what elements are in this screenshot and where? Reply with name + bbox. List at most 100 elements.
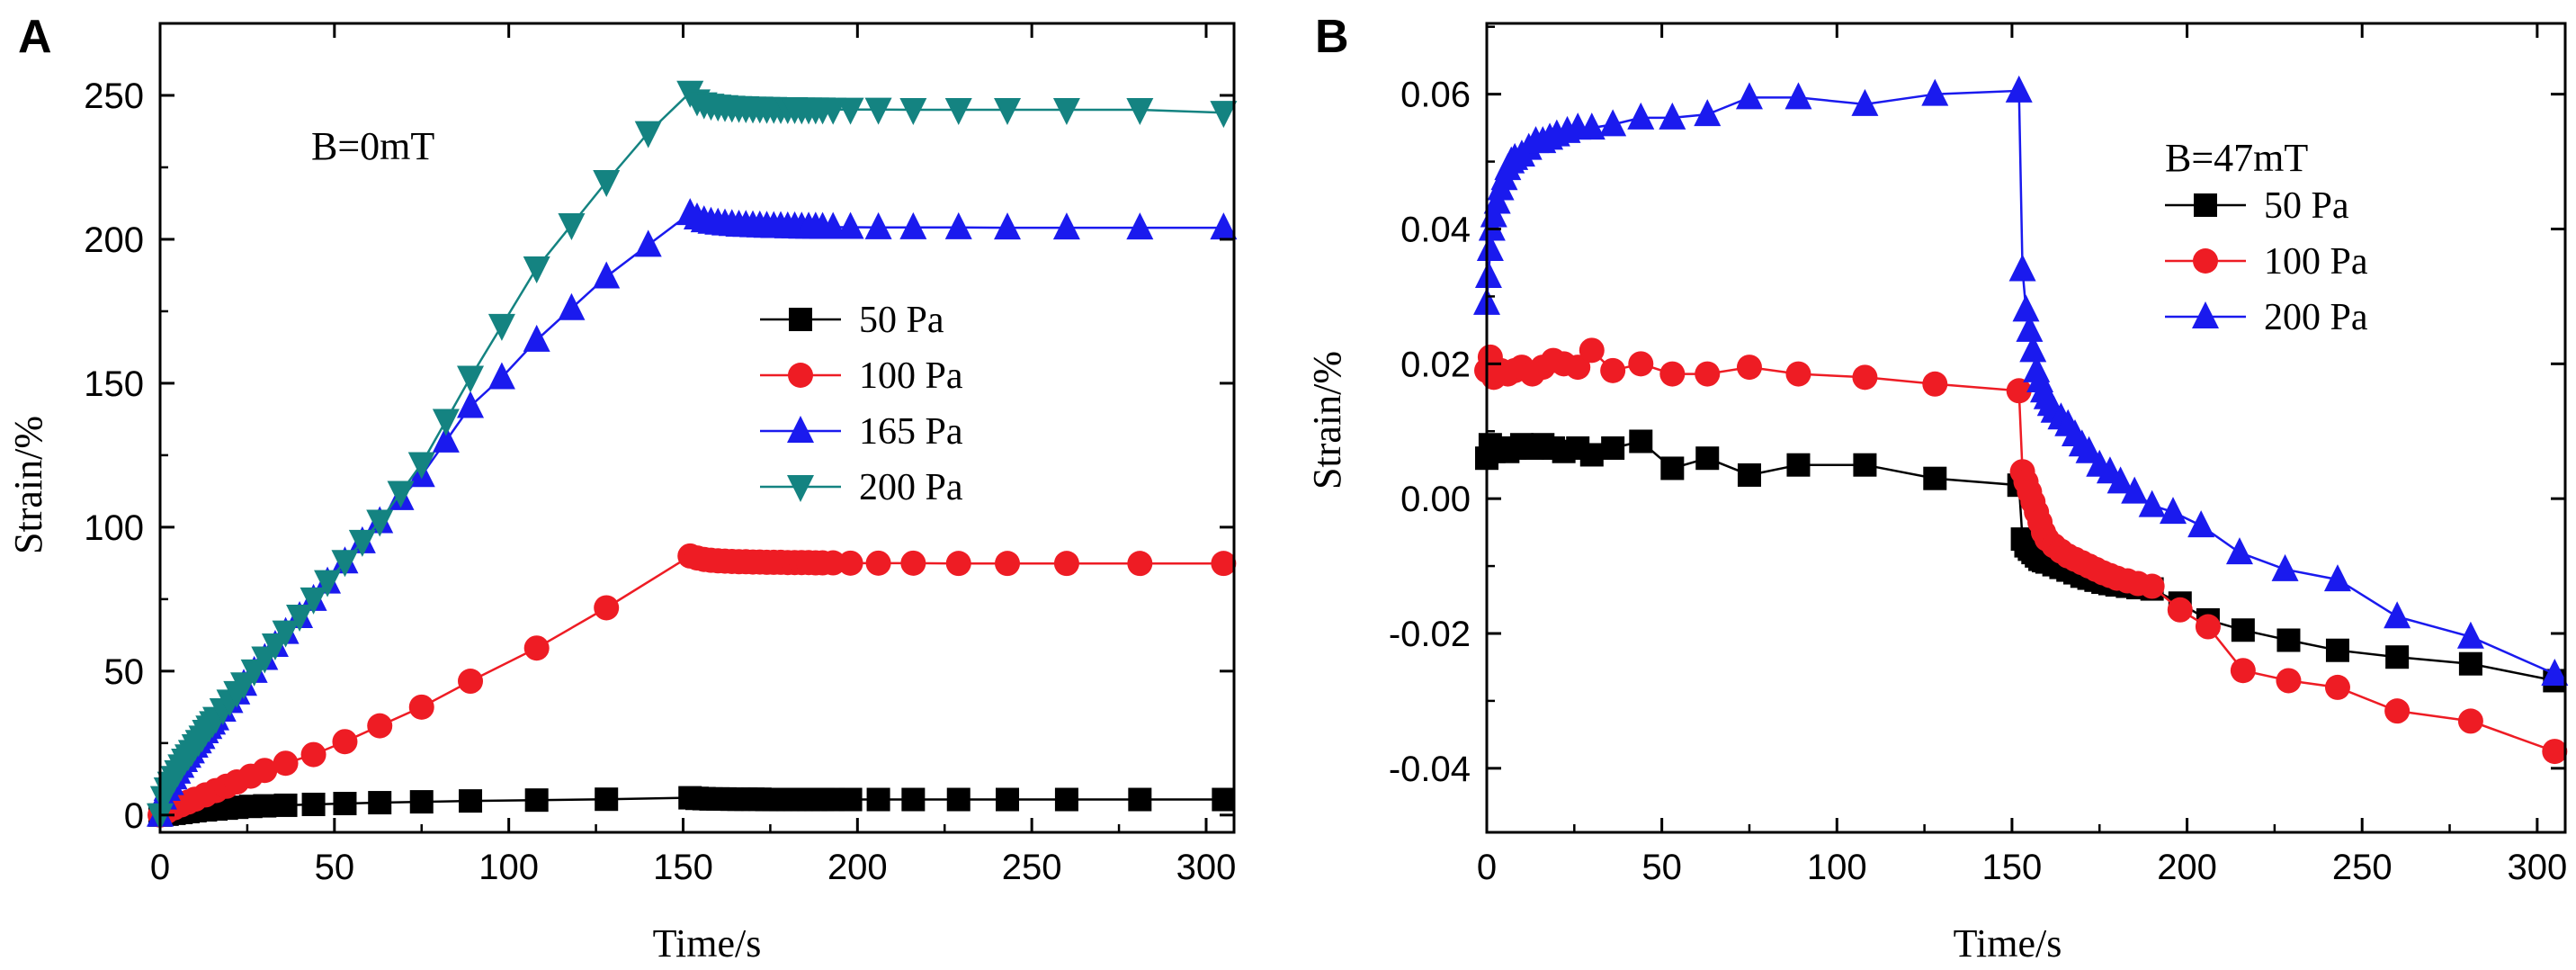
data-point [1054, 787, 1078, 812]
x-tick-label: 250 [2332, 848, 2393, 887]
data-point [523, 256, 550, 283]
data-point [230, 672, 258, 700]
data-point [900, 550, 926, 576]
data-point [1852, 364, 1878, 391]
y-tick-label: 200 [84, 220, 144, 260]
data-point [2230, 658, 2256, 684]
data-point [409, 790, 434, 814]
data-point [837, 550, 863, 576]
y-tick-label: 0.04 [1400, 210, 1471, 249]
x-tick-label: 300 [2507, 848, 2567, 887]
legend-label: 100 Pa [2264, 241, 2368, 283]
panel-a: A B=0mT Time/s Strain/% 0 50 100 150 200 250 3… [6, 11, 1238, 966]
data-point [1210, 212, 1238, 240]
panel-annotation: B=47mT [2165, 136, 2308, 180]
x-tick-label: 250 [1002, 848, 1062, 887]
legend-marker [788, 363, 813, 388]
data-point [457, 391, 485, 418]
panel-annotation: B=0mT [311, 124, 434, 168]
x-tick-label: 0 [1477, 848, 1497, 887]
data-point [866, 787, 890, 812]
data-point [996, 787, 1020, 812]
data-point [1600, 357, 1626, 383]
y-tick-label: 150 [84, 364, 144, 404]
data-point [1695, 361, 1721, 387]
data-point [1694, 99, 1722, 127]
x-tick-label: 100 [1807, 848, 1867, 887]
legend-item: 100 Pa [760, 355, 963, 397]
legend-marker [787, 475, 814, 502]
data-point [1579, 443, 1604, 467]
series-50-pa [148, 786, 1236, 827]
x-tick-label: 200 [827, 848, 888, 887]
series-100-pa [148, 543, 1237, 828]
data-point [836, 97, 864, 125]
data-point [838, 787, 863, 812]
data-point [523, 635, 550, 661]
panel-b: B B=47mT Time/s Strain/% 0 50 100 150 200 250… [1305, 11, 2569, 966]
data-point [2325, 638, 2349, 662]
data-point [1627, 102, 1655, 130]
y-tick-label: -0.02 [1389, 615, 1471, 654]
data-point [2121, 476, 2149, 504]
data-point [1126, 212, 1154, 240]
data-point [1659, 102, 1686, 130]
data-point [1784, 82, 1812, 110]
series-line [158, 90, 1224, 816]
data-point [1476, 233, 1504, 261]
data-point [2139, 573, 2165, 599]
data-point [2195, 614, 2221, 640]
y-tick-label: 0.02 [1400, 345, 1471, 384]
data-point [995, 551, 1021, 577]
data-point [1601, 436, 1625, 460]
series-line [158, 211, 1224, 816]
x-tick-label: 100 [479, 848, 539, 887]
data-point [1695, 446, 1720, 471]
data-point [2457, 708, 2483, 734]
series-100-pa [1474, 337, 2568, 765]
data-point [2271, 553, 2299, 581]
data-point [1211, 551, 1237, 577]
data-point [1052, 212, 1080, 240]
data-point [901, 787, 926, 812]
legend-item: 200 Pa [760, 467, 963, 508]
data-point [387, 481, 415, 508]
data-point [2231, 618, 2255, 642]
y-tick-label: 0.06 [1400, 76, 1471, 115]
data-point [2160, 497, 2187, 525]
legend: 50 Pa 100 Pa 200 Pa [2165, 185, 2368, 338]
legend-marker [789, 308, 812, 331]
data-point [252, 758, 278, 784]
legend-label: 165 Pa [859, 411, 963, 453]
data-point [2541, 658, 2569, 686]
data-point [432, 425, 460, 453]
x-tick-label: 0 [150, 848, 170, 887]
data-point [899, 97, 927, 125]
data-point [2456, 621, 2484, 649]
data-point [368, 791, 392, 815]
data-point [367, 713, 393, 739]
data-point [1660, 456, 1685, 481]
legend-item: 165 Pa [760, 411, 963, 453]
panel-label: B [1315, 11, 1349, 63]
series-200-pa [1473, 75, 2569, 686]
data-point [2138, 489, 2166, 517]
data-point [2324, 674, 2350, 700]
data-point [273, 793, 298, 817]
data-point [459, 789, 483, 813]
data-point [348, 529, 376, 557]
data-point [314, 570, 342, 597]
data-point [899, 211, 927, 239]
data-point [593, 261, 621, 289]
data-point [273, 750, 299, 777]
data-point [2008, 254, 2036, 282]
data-point [1736, 355, 1762, 381]
data-point [240, 659, 268, 687]
legend-label: 100 Pa [859, 355, 963, 397]
legend-label: 50 Pa [859, 300, 944, 341]
data-point [408, 694, 434, 720]
panel-label: A [18, 11, 52, 63]
legend-marker [2193, 248, 2218, 274]
data-point [634, 229, 662, 257]
data-point [1922, 371, 1948, 397]
